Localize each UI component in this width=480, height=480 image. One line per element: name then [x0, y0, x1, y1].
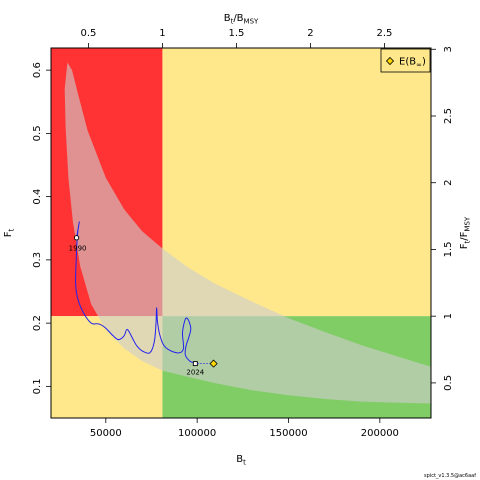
x-axis-title: Bt: [236, 454, 246, 467]
top-axis-tick-label: 1: [159, 28, 165, 39]
expected-equilibrium-marker: [209, 359, 218, 368]
right-axis-tick-label: 0.5: [443, 375, 454, 391]
legend-diamond-icon: [385, 56, 395, 66]
bottom-axis-tick-label: 200000: [361, 428, 399, 439]
left-axis-tick-label: 0.4: [32, 189, 43, 205]
right-axis-tick-label: 2: [443, 180, 454, 186]
right-axis-tick-label: 3: [443, 46, 454, 52]
start-point-marker: [73, 235, 80, 241]
bottom-axis-tick-label: 150000: [269, 428, 307, 439]
svg-text:E(B∞): E(B∞): [399, 57, 426, 70]
right-axis-tick-label: 1: [443, 313, 454, 319]
left-axis-tick-label: 0.2: [32, 315, 43, 331]
top-axis-tick-label: 2.5: [376, 28, 392, 39]
top-axis-tick-label: 1.5: [228, 28, 244, 39]
legend-label-subscript: ∞: [416, 61, 422, 69]
bottom-axis: 50000 100000 150000 200000: [90, 418, 399, 439]
right-axis-title: Ft/FMSY: [459, 216, 472, 249]
legend-label: E(B: [399, 57, 416, 68]
end-year-label: 2024: [186, 369, 204, 377]
top-axis: 0.5 1 1.5 2 2.5: [80, 28, 392, 48]
top-axis-tick-label: 2: [307, 28, 313, 39]
legend-label-close: ): [422, 57, 426, 68]
legend: E(B∞): [380, 48, 431, 73]
left-axis-tick-label: 0.5: [32, 125, 43, 141]
right-axis: 0.5 1 1.5 2 2.5 3: [431, 46, 454, 391]
left-axis-tick-label: 0.3: [32, 252, 43, 268]
end-point-marker: [192, 361, 198, 367]
top-axis-title: Bt/BMSY: [224, 13, 259, 26]
start-year-label: 1990: [69, 245, 87, 253]
left-axis-tick-label: 0.6: [32, 62, 43, 78]
left-axis: 0.1 0.2 0.3 0.4 0.5 0.6: [32, 62, 51, 394]
top-axis-tick-label: 0.5: [80, 28, 96, 39]
right-axis-tick-label: 1.5: [443, 241, 454, 257]
biomass-fishing-trajectory: [75, 221, 196, 364]
version-footer: spict_v1.3.5@ac6aaf: [424, 473, 476, 479]
left-axis-tick-label: 0.1: [32, 378, 43, 394]
bottom-axis-tick-label: 50000: [90, 428, 122, 439]
right-axis-tick-label: 2.5: [443, 108, 454, 124]
bottom-axis-tick-label: 100000: [178, 428, 216, 439]
caution-zone-upper: [162, 48, 431, 317]
plot-frame: [50, 47, 432, 419]
y-axis-title: Ft: [3, 228, 16, 237]
